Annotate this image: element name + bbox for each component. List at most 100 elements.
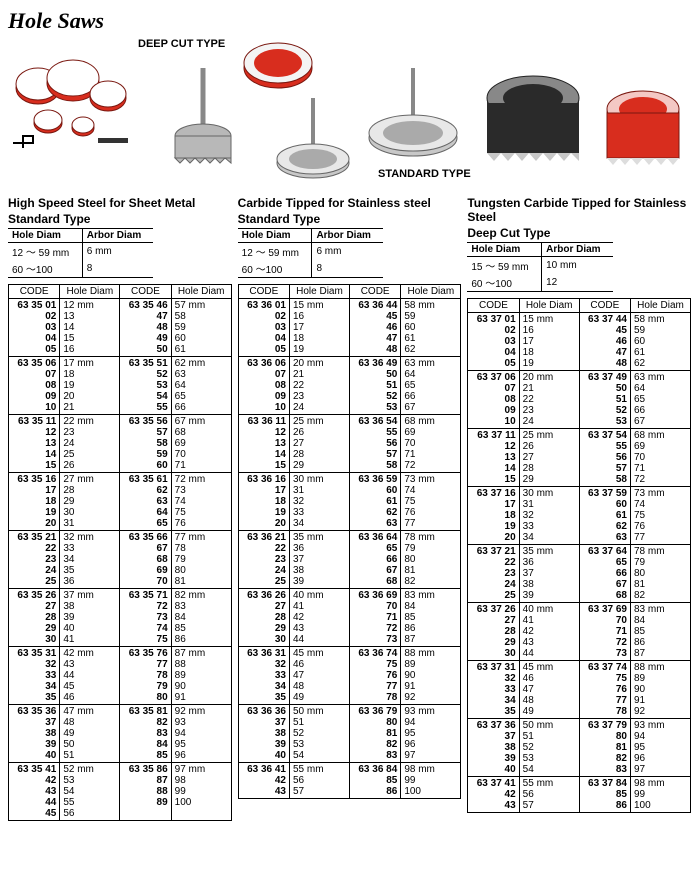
code-cell: 63 35 41 42 43 44 45	[9, 763, 60, 821]
table-row: 63 37 01 02 03 04 0515 mm 16 17 18 1963 …	[468, 313, 691, 371]
diam-cell: 78 mm 79 80 81 82	[630, 545, 690, 603]
deep-cut-label: DEEP CUT TYPE	[138, 38, 225, 50]
code-header: Hole Diam	[60, 285, 120, 299]
arbor-cell: 6 mm	[312, 243, 383, 261]
table-row: 63 37 36 37 38 39 4050 mm 51 52 53 5463 …	[468, 719, 691, 777]
table-row: 63 35 11 12 13 14 1522 mm 23 24 25 2663 …	[9, 415, 232, 473]
code-table: CODEHole DiamCODEHole Diam63 36 01 02 03…	[238, 284, 462, 799]
table-row: 63 36 31 32 33 34 3545 mm 46 47 48 4963 …	[238, 647, 461, 705]
arbor-cell: 60 ～100	[467, 274, 541, 292]
diam-cell: 47 mm 48 49 50 51	[60, 705, 120, 763]
table-row: 63 35 26 27 28 29 3037 mm 38 39 40 4163 …	[9, 589, 232, 647]
diam-cell: 93 mm 94 95 96 97	[401, 705, 461, 763]
table-row: 63 36 11 12 13 14 1525 mm 26 27 28 2963 …	[238, 415, 461, 473]
diam-cell: 25 mm 26 27 28 29	[519, 429, 579, 487]
arbor-cell: 8	[82, 260, 153, 278]
arbor-header: Arbor Diam	[542, 243, 613, 257]
section-title-2: Standard Type	[8, 212, 232, 226]
code-cell: 63 36 16 17 18 19 20	[238, 473, 289, 531]
code-cell: 63 35 26 27 28 29 30	[9, 589, 60, 647]
code-cell: 63 35 06 07 08 09 10	[9, 357, 60, 415]
holesaw-deepcut-icon	[158, 58, 248, 168]
code-header: CODE	[120, 285, 171, 299]
code-cell: 63 36 79 80 81 82 83	[349, 705, 400, 763]
diam-cell: 20 mm 21 22 23 24	[519, 371, 579, 429]
diam-cell: 73 mm 74 75 76 77	[401, 473, 461, 531]
code-cell: 63 37 74 75 76 77 78	[579, 661, 630, 719]
code-cell: 63 37 26 27 28 29 30	[468, 603, 519, 661]
holesaw-black-icon	[478, 63, 588, 183]
diam-cell: 83 mm 84 85 86 87	[630, 603, 690, 661]
code-cell: 63 35 86 87 88 89	[120, 763, 171, 821]
arbor-cell: 12 ～ 59 mm	[8, 243, 82, 261]
arbor-cell: 12	[542, 274, 613, 292]
code-cell: 63 37 06 07 08 09 10	[468, 371, 519, 429]
code-header: CODE	[238, 285, 289, 299]
arbor-cell: 60 ～100	[238, 260, 312, 278]
diam-cell: 27 mm 28 29 30 31	[60, 473, 120, 531]
diam-cell: 88 mm 89 90 91 92	[630, 661, 690, 719]
diam-cell: 97 mm 98 99 100	[171, 763, 231, 821]
product-image-area: DEEP CUT TYPE STANDARD TYPE	[8, 38, 691, 188]
holesaw-standard1-icon	[263, 93, 363, 188]
diam-cell: 98 mm 99 100	[630, 777, 690, 813]
code-header: CODE	[9, 285, 60, 299]
arbor-header: Hole Diam	[238, 229, 312, 243]
code-header: Hole Diam	[519, 299, 579, 313]
diam-cell: 92 mm 93 94 95 96	[171, 705, 231, 763]
table-row: 63 37 11 12 13 14 1525 mm 26 27 28 2963 …	[468, 429, 691, 487]
code-cell: 63 35 66 67 68 69 70	[120, 531, 171, 589]
code-cell: 63 36 41 42 43	[238, 763, 289, 799]
code-cell: 63 36 49 50 51 52 53	[349, 357, 400, 415]
table-row: 63 35 16 17 18 19 2027 mm 28 29 30 3163 …	[9, 473, 232, 531]
diam-cell: 30 mm 31 32 33 34	[519, 487, 579, 545]
code-cell: 63 36 54 55 56 57 58	[349, 415, 400, 473]
code-cell: 63 35 76 77 78 79 80	[120, 647, 171, 705]
diam-cell: 63 mm 64 65 66 67	[630, 371, 690, 429]
arbor-header: Hole Diam	[8, 229, 82, 243]
arbor-header: Arbor Diam	[312, 229, 383, 243]
section-title-2: Deep Cut Type	[467, 226, 691, 240]
code-cell: 63 36 36 37 38 39 40	[238, 705, 289, 763]
code-cell: 63 35 11 12 13 14 15	[9, 415, 60, 473]
diam-cell: 68 mm 69 70 71 72	[630, 429, 690, 487]
code-cell: 63 35 36 37 38 39 40	[9, 705, 60, 763]
code-table: CODEHole DiamCODEHole Diam63 35 01 02 03…	[8, 284, 232, 821]
arbor-cell: 15 ～ 59 mm	[467, 257, 541, 275]
code-header: Hole Diam	[630, 299, 690, 313]
code-cell: 63 37 64 65 66 67 68	[579, 545, 630, 603]
code-cell: 63 35 31 32 33 34 35	[9, 647, 60, 705]
table-row: 63 37 26 27 28 29 3040 mm 41 42 43 4463 …	[468, 603, 691, 661]
section-column: High Speed Steel for Sheet Metal Standard…	[8, 196, 232, 821]
holesaw-red-single-icon	[598, 83, 688, 183]
arbor-header: Arbor Diam	[82, 229, 153, 243]
code-cell: 63 36 01 02 03 04 05	[238, 299, 289, 357]
code-cell: 63 36 74 75 76 77 78	[349, 647, 400, 705]
diam-cell: 35 mm 36 37 38 39	[519, 545, 579, 603]
table-row: 63 37 16 17 18 19 2030 mm 31 32 33 3463 …	[468, 487, 691, 545]
arbor-cell: 60 ～100	[8, 260, 82, 278]
diam-cell: 93 mm 94 95 96 97	[630, 719, 690, 777]
arbor-cell: 10 mm	[542, 257, 613, 275]
table-row: 63 36 26 27 28 29 3040 mm 41 42 43 4463 …	[238, 589, 461, 647]
code-cell: 63 37 44 45 46 47 48	[579, 313, 630, 371]
diam-cell: 52 mm 53 54 55 56	[60, 763, 120, 821]
page-title: Hole Saws	[8, 8, 691, 34]
code-cell: 63 37 79 80 81 82 83	[579, 719, 630, 777]
section-column: Carbide Tipped for Stainless steelStanda…	[238, 196, 462, 821]
section-title-1: High Speed Steel for Sheet Metal	[8, 196, 232, 210]
code-cell: 63 37 01 02 03 04 05	[468, 313, 519, 371]
arbor-table: Hole DiamArbor Diam12 ～ 59 mm6 mm60 ～100…	[8, 228, 153, 278]
table-row: 63 35 31 32 33 34 3542 mm 43 44 45 4663 …	[9, 647, 232, 705]
code-header: CODE	[579, 299, 630, 313]
code-cell: 63 37 54 55 56 57 58	[579, 429, 630, 487]
code-cell: 63 37 36 37 38 39 40	[468, 719, 519, 777]
arbor-cell: 6 mm	[82, 243, 153, 261]
diam-cell: 78 mm 79 80 81 82	[401, 531, 461, 589]
table-row: 63 37 41 42 4355 mm 56 5763 37 84 85 869…	[468, 777, 691, 813]
table-row: 63 36 01 02 03 04 0515 mm 16 17 18 1963 …	[238, 299, 461, 357]
code-cell: 63 35 46 47 48 49 50	[120, 299, 171, 357]
diam-cell: 73 mm 74 75 76 77	[630, 487, 690, 545]
diam-cell: 45 mm 46 47 48 49	[519, 661, 579, 719]
diam-cell: 58 mm 59 60 61 62	[630, 313, 690, 371]
